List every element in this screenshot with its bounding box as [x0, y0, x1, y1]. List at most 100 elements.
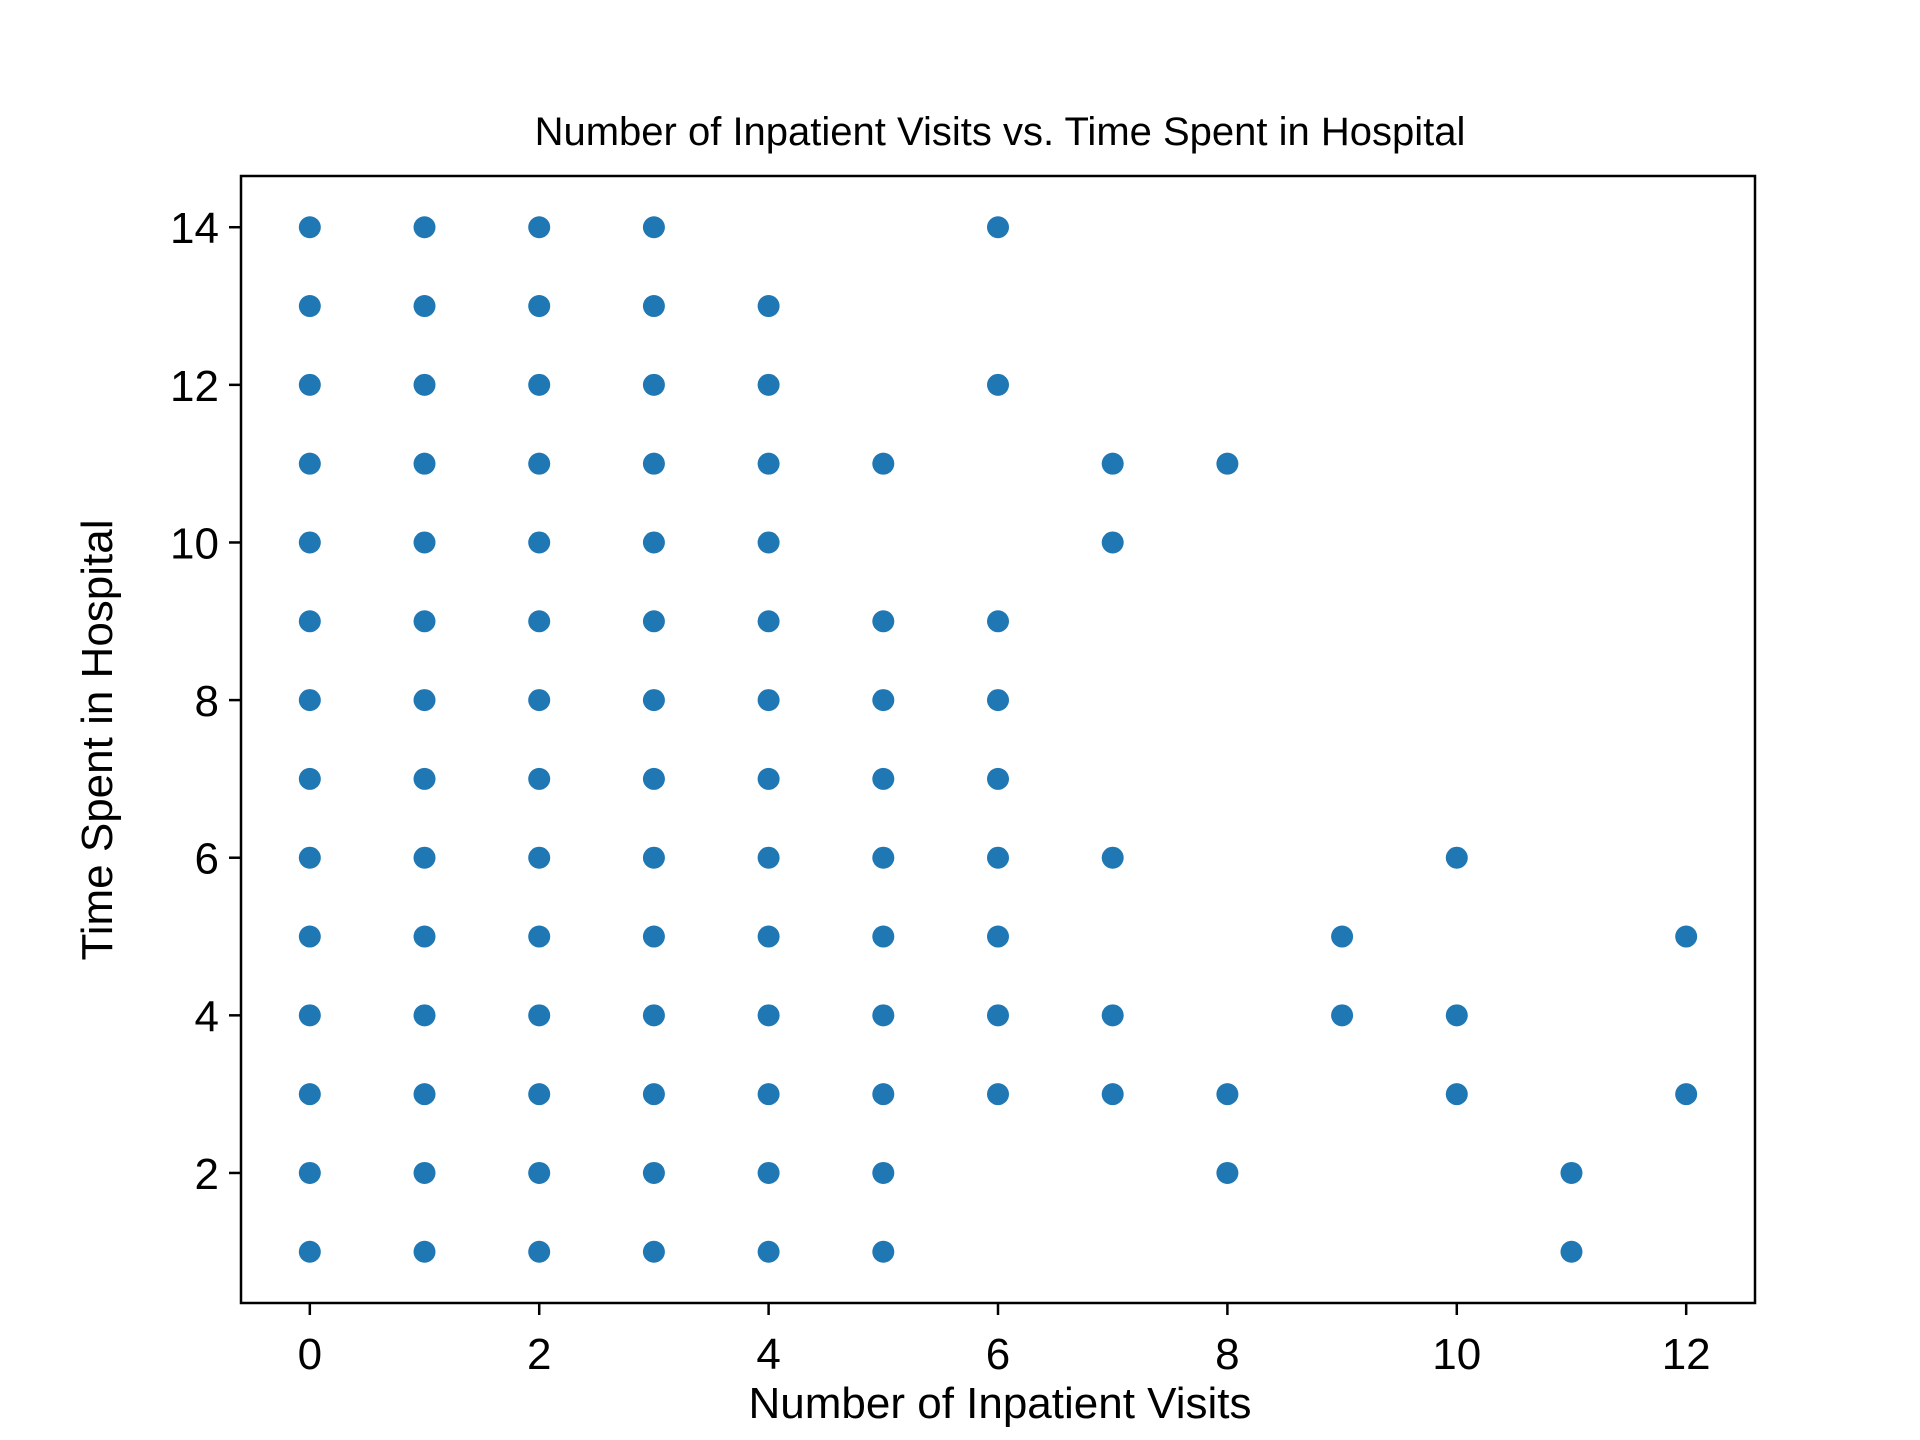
data-point — [987, 610, 1009, 633]
y-tick-label: 12 — [170, 362, 219, 411]
data-point — [298, 925, 321, 948]
data-point — [872, 1161, 895, 1184]
data-point — [528, 373, 551, 396]
x-tick-label: 4 — [756, 1330, 780, 1379]
data-point — [872, 925, 895, 948]
data-point — [757, 610, 780, 633]
data-point — [298, 531, 321, 554]
data-point — [413, 216, 436, 239]
plot-frame — [239, 174, 1757, 1305]
data-point — [528, 689, 551, 712]
data-point — [1101, 452, 1124, 475]
data-point — [872, 767, 895, 790]
data-point — [528, 1004, 551, 1027]
data-point — [642, 452, 665, 475]
data-point — [528, 925, 551, 948]
data-point — [298, 295, 321, 318]
y-tick-label: 4 — [195, 992, 219, 1041]
data-point — [413, 925, 436, 948]
data-point — [987, 1083, 1009, 1106]
data-point — [413, 295, 436, 318]
data-point — [872, 452, 895, 475]
data-point — [528, 1161, 551, 1184]
data-point — [413, 846, 436, 869]
data-point — [528, 1240, 551, 1263]
data-point — [413, 689, 436, 712]
data-point — [642, 767, 665, 790]
x-tick-label: 0 — [298, 1330, 322, 1379]
data-point — [872, 846, 895, 869]
x-axis-ticks: 0 2 4 6 8 10 12 — [298, 1303, 1711, 1379]
data-point — [1675, 1083, 1698, 1106]
data-point — [642, 610, 665, 633]
data-point — [757, 531, 780, 554]
data-point — [528, 295, 551, 318]
data-point — [642, 1161, 665, 1184]
data-point — [642, 373, 665, 396]
data-point — [298, 767, 321, 790]
data-point — [528, 610, 551, 633]
data-point — [757, 1240, 780, 1263]
data-point — [757, 925, 780, 948]
data-point — [872, 689, 895, 712]
data-point — [642, 846, 665, 869]
data-point — [413, 1083, 436, 1106]
data-point — [298, 1161, 321, 1184]
data-point — [1331, 925, 1354, 948]
data-point — [642, 1004, 665, 1027]
data-point — [528, 452, 551, 475]
y-axis-ticks: 2 4 6 8 10 12 14 — [170, 204, 241, 1199]
x-tick-label: 10 — [1432, 1330, 1481, 1379]
data-point — [987, 1004, 1009, 1027]
data-point — [757, 1004, 780, 1027]
data-point — [757, 767, 780, 790]
y-tick-label: 14 — [170, 204, 219, 253]
data-point — [987, 373, 1009, 396]
x-axis-label: Number of Inpatient Visits — [749, 1379, 1252, 1428]
plot-area — [298, 216, 1698, 1263]
data-point — [987, 846, 1009, 869]
data-point — [872, 610, 895, 633]
data-point — [298, 373, 321, 396]
data-point — [1101, 531, 1124, 554]
data-point — [298, 1240, 321, 1263]
data-point — [987, 767, 1009, 790]
data-point — [298, 1004, 321, 1027]
data-point — [757, 373, 780, 396]
data-point — [757, 452, 780, 475]
y-tick-label: 2 — [195, 1150, 219, 1199]
data-point — [987, 689, 1009, 712]
data-point — [872, 1004, 895, 1027]
y-tick-label: 6 — [195, 835, 219, 884]
data-point — [413, 1161, 436, 1184]
data-point — [642, 925, 665, 948]
data-point — [1216, 1161, 1239, 1184]
data-point — [298, 216, 321, 239]
data-point — [528, 846, 551, 869]
data-point — [642, 216, 665, 239]
data-point — [642, 689, 665, 712]
data-point — [528, 1083, 551, 1106]
data-point — [642, 295, 665, 318]
data-point — [528, 767, 551, 790]
data-point — [413, 1240, 436, 1263]
data-point — [987, 925, 1009, 948]
data-point — [757, 689, 780, 712]
x-tick-label: 8 — [1215, 1330, 1239, 1379]
y-axis-label: Time Spent in Hospital — [73, 519, 122, 960]
data-point — [528, 531, 551, 554]
data-point — [1560, 1240, 1583, 1263]
data-point — [1101, 1083, 1124, 1106]
data-point — [1101, 846, 1124, 869]
data-point — [298, 610, 321, 633]
data-point — [1331, 1004, 1354, 1027]
data-point — [1216, 1083, 1239, 1106]
data-point — [413, 373, 436, 396]
data-point — [642, 1083, 665, 1106]
data-point — [528, 216, 551, 239]
data-point — [1675, 925, 1698, 948]
data-point — [413, 767, 436, 790]
data-point — [413, 610, 436, 633]
data-point — [757, 1083, 780, 1106]
